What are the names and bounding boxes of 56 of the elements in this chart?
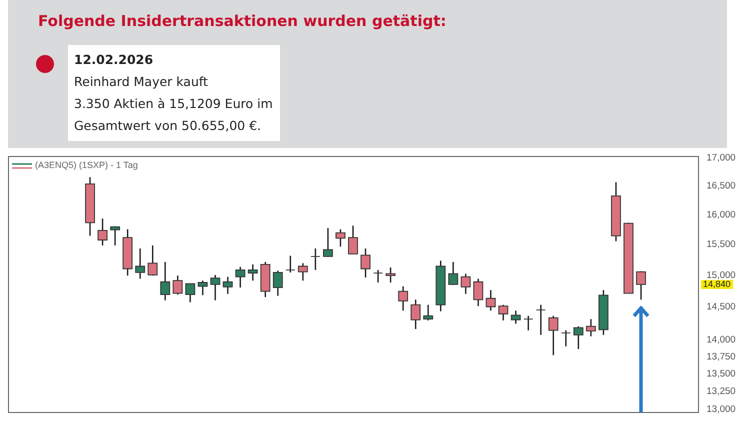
candlestick bbox=[285, 255, 296, 274]
y-tick-label: 13,500 bbox=[706, 368, 736, 380]
candlestick bbox=[586, 318, 596, 337]
candlestick bbox=[110, 226, 120, 246]
candlestick bbox=[348, 225, 358, 255]
text: Reinhard Mayer kauft bbox=[74, 73, 209, 91]
legend-label: (A3ENQ5) (1SXP) - 1 Tag bbox=[35, 160, 138, 170]
text: 14,840 bbox=[701, 278, 733, 289]
candlestick bbox=[398, 286, 408, 312]
candlestick bbox=[98, 218, 108, 246]
candlestick bbox=[235, 266, 246, 288]
y-tick-label: 17,000 bbox=[706, 152, 736, 164]
text: 3.350 Aktien à 15,1209 Euro im bbox=[74, 95, 274, 113]
candlestick bbox=[486, 289, 496, 312]
candlestick bbox=[336, 228, 346, 248]
candlestick bbox=[536, 304, 546, 336]
y-tick-label: 14,000 bbox=[706, 334, 736, 346]
candlestick bbox=[373, 269, 383, 284]
candlestick bbox=[298, 262, 308, 282]
candlestick bbox=[360, 248, 370, 278]
candlestick bbox=[198, 280, 208, 296]
candlestick bbox=[510, 310, 521, 324]
y-tick-label: 16,500 bbox=[706, 180, 736, 192]
candlestick bbox=[573, 326, 584, 350]
y-tick-label: 14,500 bbox=[706, 302, 736, 313]
candlestick bbox=[185, 283, 196, 303]
y-tick-label: 16,000 bbox=[706, 209, 736, 220]
candlestick bbox=[460, 273, 471, 295]
candlestick bbox=[172, 274, 183, 296]
text: Gesamtwert von 50.655,00 €. bbox=[74, 117, 262, 135]
y-tick-label: 15,500 bbox=[706, 239, 736, 250]
candlestick bbox=[135, 248, 146, 280]
candlestick bbox=[210, 274, 220, 301]
candlestick bbox=[473, 278, 484, 307]
candlestick bbox=[636, 270, 646, 300]
candlestick bbox=[410, 299, 421, 330]
text: 12.02.2026 bbox=[74, 51, 154, 69]
y-tick-label: 15,000 bbox=[706, 270, 736, 281]
candlestick bbox=[548, 315, 558, 356]
candlestick bbox=[560, 330, 571, 348]
candlestick bbox=[222, 276, 233, 295]
candlestick bbox=[272, 270, 283, 296]
candlestick bbox=[248, 264, 258, 282]
candlestick bbox=[386, 266, 396, 284]
candlestick bbox=[498, 304, 508, 322]
y-tick-label: 13,750 bbox=[706, 351, 736, 362]
candlestick bbox=[323, 227, 333, 258]
y-tick-label: 13,000 bbox=[706, 404, 736, 415]
candlestick bbox=[423, 304, 434, 322]
candlestick bbox=[448, 261, 458, 286]
candlestick bbox=[148, 244, 158, 276]
candlestick bbox=[160, 261, 170, 301]
candlestick bbox=[310, 248, 320, 271]
candlestick bbox=[523, 315, 534, 331]
y-tick-label: 13,250 bbox=[706, 386, 736, 398]
chart-title: Folgende Insidertransaktionen wurden getätigt: bbox=[38, 12, 446, 30]
